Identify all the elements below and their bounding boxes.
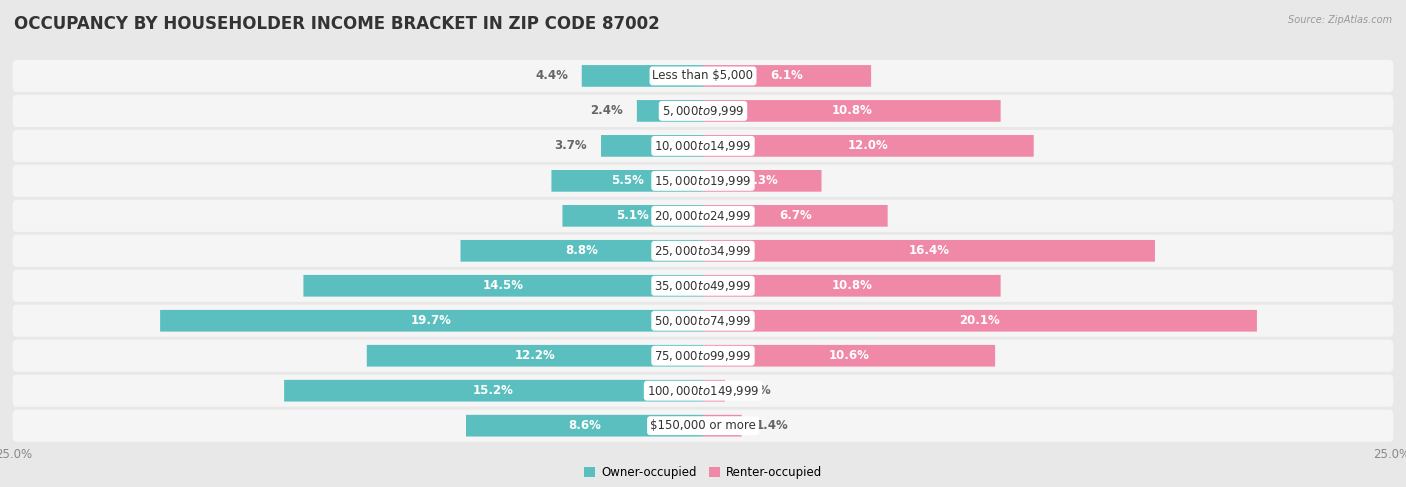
FancyBboxPatch shape [703,100,1001,122]
FancyBboxPatch shape [13,130,1393,162]
FancyBboxPatch shape [703,415,741,436]
Text: 4.3%: 4.3% [745,174,779,187]
FancyBboxPatch shape [284,380,703,402]
FancyBboxPatch shape [13,270,1393,302]
Text: 12.2%: 12.2% [515,349,555,362]
FancyBboxPatch shape [13,375,1393,407]
Text: $5,000 to $9,999: $5,000 to $9,999 [662,104,744,118]
Text: 15.2%: 15.2% [474,384,515,397]
Legend: Owner-occupied, Renter-occupied: Owner-occupied, Renter-occupied [579,461,827,484]
FancyBboxPatch shape [562,205,703,226]
Text: $75,000 to $99,999: $75,000 to $99,999 [654,349,752,363]
Text: 1.4%: 1.4% [755,419,789,432]
Text: 12.0%: 12.0% [848,139,889,152]
Text: 6.1%: 6.1% [770,70,803,82]
Text: $100,000 to $149,999: $100,000 to $149,999 [647,384,759,398]
Text: $15,000 to $19,999: $15,000 to $19,999 [654,174,752,188]
Text: $50,000 to $74,999: $50,000 to $74,999 [654,314,752,328]
FancyBboxPatch shape [582,65,703,87]
FancyBboxPatch shape [703,345,995,367]
Text: Less than $5,000: Less than $5,000 [652,70,754,82]
Text: 8.6%: 8.6% [568,419,600,432]
FancyBboxPatch shape [600,135,703,157]
Text: Source: ZipAtlas.com: Source: ZipAtlas.com [1288,15,1392,25]
FancyBboxPatch shape [13,165,1393,197]
FancyBboxPatch shape [703,170,821,192]
FancyBboxPatch shape [367,345,703,367]
FancyBboxPatch shape [703,310,1257,332]
Text: $35,000 to $49,999: $35,000 to $49,999 [654,279,752,293]
Text: 16.4%: 16.4% [908,244,949,257]
FancyBboxPatch shape [13,95,1393,127]
Text: 5.5%: 5.5% [610,174,644,187]
FancyBboxPatch shape [703,135,1033,157]
FancyBboxPatch shape [637,100,703,122]
Text: $10,000 to $14,999: $10,000 to $14,999 [654,139,752,153]
Text: 10.8%: 10.8% [831,104,872,117]
Text: $150,000 or more: $150,000 or more [650,419,756,432]
Text: 3.7%: 3.7% [554,139,588,152]
FancyBboxPatch shape [304,275,703,297]
FancyBboxPatch shape [160,310,703,332]
FancyBboxPatch shape [13,235,1393,267]
FancyBboxPatch shape [13,305,1393,337]
FancyBboxPatch shape [13,339,1393,372]
FancyBboxPatch shape [13,410,1393,442]
Text: 19.7%: 19.7% [411,314,451,327]
FancyBboxPatch shape [703,275,1001,297]
Text: OCCUPANCY BY HOUSEHOLDER INCOME BRACKET IN ZIP CODE 87002: OCCUPANCY BY HOUSEHOLDER INCOME BRACKET … [14,15,659,33]
FancyBboxPatch shape [13,60,1393,92]
Text: $25,000 to $34,999: $25,000 to $34,999 [654,244,752,258]
FancyBboxPatch shape [551,170,703,192]
FancyBboxPatch shape [703,65,872,87]
Text: $20,000 to $24,999: $20,000 to $24,999 [654,209,752,223]
Text: 20.1%: 20.1% [959,314,1000,327]
FancyBboxPatch shape [703,240,1154,262]
Text: 4.4%: 4.4% [536,70,568,82]
Text: 10.6%: 10.6% [828,349,869,362]
Text: 8.8%: 8.8% [565,244,598,257]
FancyBboxPatch shape [703,205,887,226]
Text: 6.7%: 6.7% [779,209,811,223]
Text: 0.8%: 0.8% [738,384,772,397]
Text: 2.4%: 2.4% [591,104,623,117]
FancyBboxPatch shape [461,240,703,262]
Text: 10.8%: 10.8% [831,279,872,292]
FancyBboxPatch shape [465,415,703,436]
FancyBboxPatch shape [13,200,1393,232]
Text: 14.5%: 14.5% [482,279,523,292]
Text: 5.1%: 5.1% [616,209,650,223]
FancyBboxPatch shape [703,380,725,402]
